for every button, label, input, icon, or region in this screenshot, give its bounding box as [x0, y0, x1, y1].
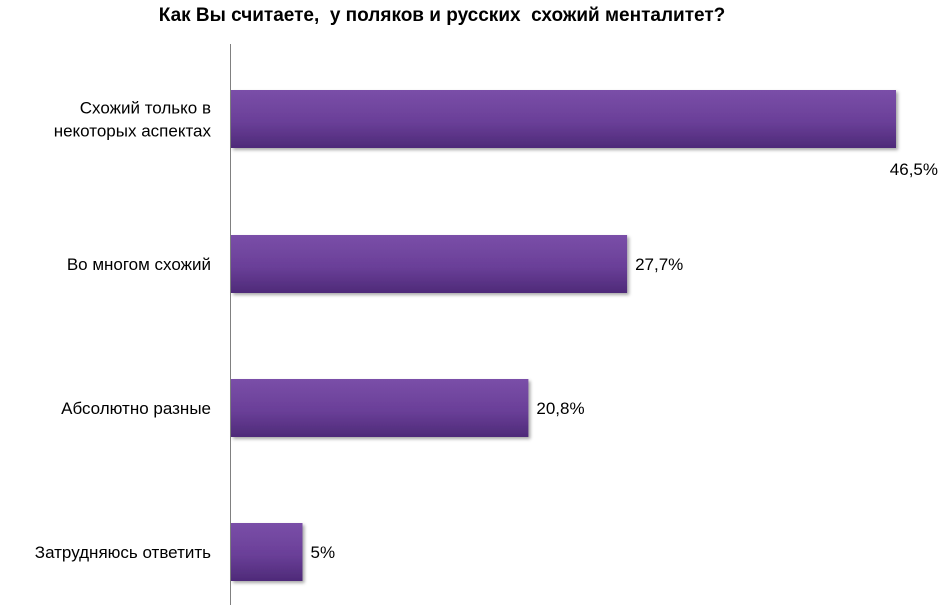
category-label-3: Абсолютно разные: [61, 399, 211, 418]
category-label-line: Затрудняюсь ответить: [35, 543, 211, 562]
bar-2: [231, 235, 628, 293]
bar-1: [231, 90, 896, 148]
value-label-4: 5%: [311, 543, 336, 562]
value-label-1: 46,5%: [890, 160, 938, 179]
category-label-line: Абсолютно разные: [61, 399, 211, 418]
value-label-3: 20,8%: [536, 399, 584, 418]
category-label-line: Схожий только в: [80, 99, 211, 118]
value-label-2: 27,7%: [635, 255, 683, 274]
bar-4: [231, 523, 303, 581]
category-labels-group: Схожий только в некоторых аспектах Во мног…: [35, 99, 212, 563]
chart-title: Как Вы считаете, у поляков и русских схо…: [159, 5, 726, 26]
bar-3: [231, 379, 529, 437]
value-labels-group: 46,5% 27,7% 20,8% 5%: [311, 160, 939, 562]
category-label-1: Схожий только в некоторых аспектах: [54, 99, 212, 141]
category-label-2: Во многом схожий: [67, 255, 211, 274]
category-label-4: Затрудняюсь ответить: [35, 543, 211, 562]
category-label-line: некоторых аспектах: [54, 122, 212, 141]
category-label-line: Во многом схожий: [67, 255, 211, 274]
bars-group: [231, 90, 896, 581]
